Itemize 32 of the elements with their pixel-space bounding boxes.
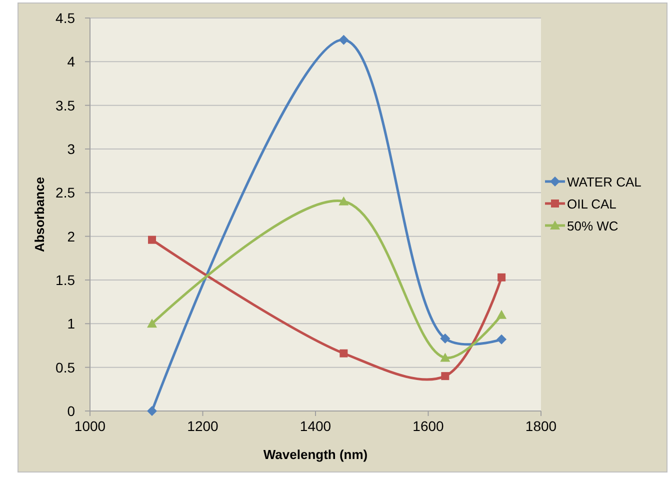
- y-tick-label: 4: [67, 54, 76, 70]
- y-tick-label: 2.5: [56, 184, 76, 201]
- point: [148, 236, 156, 244]
- legend-label: WATER CAL: [567, 174, 642, 190]
- y-tick-label: 1.5: [56, 272, 76, 288]
- x-tick-label: 1600: [412, 418, 444, 434]
- point: [496, 334, 507, 344]
- point: [498, 273, 506, 282]
- y-tick-label: 3.5: [56, 97, 76, 114]
- x-tick-label: 1800: [525, 418, 557, 434]
- y-tick-label: 0.5: [56, 359, 76, 376]
- point: [338, 34, 349, 45]
- y-tick-label: 3: [67, 141, 76, 157]
- point: [440, 334, 450, 344]
- x-tick-label: 1000: [74, 418, 106, 434]
- y-axis-title: Absorbance: [32, 176, 47, 252]
- point: [441, 372, 450, 380]
- legend-label: 50% WC: [567, 218, 618, 234]
- point: [340, 349, 348, 358]
- x-tick-label: 1400: [300, 418, 332, 434]
- x-tick-label: 1200: [187, 418, 219, 434]
- legend-label: OIL CAL: [567, 196, 616, 212]
- point: [147, 318, 158, 328]
- y-tick-label: 4.5: [56, 10, 76, 26]
- y-tick-label: 1: [67, 316, 76, 332]
- point: [338, 196, 349, 206]
- point: [440, 352, 450, 362]
- x-axis-title: Wavelength (nm): [263, 447, 368, 462]
- point: [496, 310, 507, 319]
- y-tick-label: 2: [67, 228, 76, 244]
- point: [147, 406, 158, 416]
- y-tick-label: 0: [67, 403, 76, 419]
